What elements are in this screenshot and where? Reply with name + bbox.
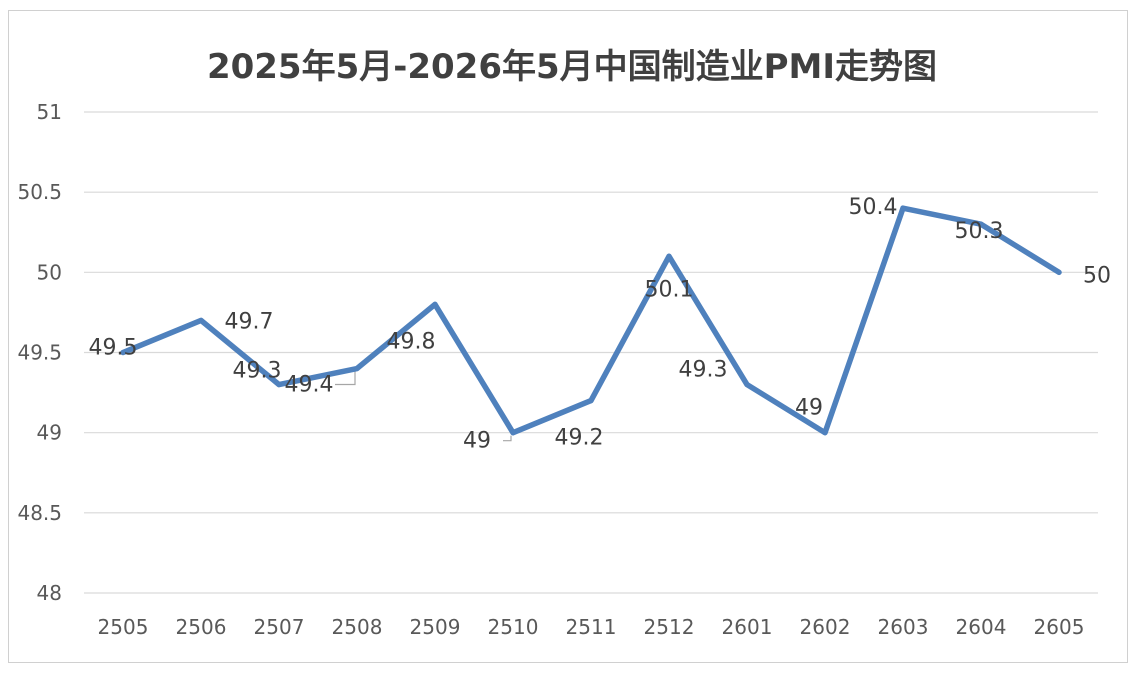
x-tick-label: 2509 bbox=[410, 615, 461, 639]
data-point-2508 bbox=[354, 365, 360, 372]
x-tick-label: 2510 bbox=[488, 615, 539, 639]
data-point-2511 bbox=[588, 398, 594, 404]
data-label-2603: 50.4 bbox=[849, 195, 898, 220]
x-tick-label: 2605 bbox=[1034, 615, 1085, 639]
data-label-2507: 49.3 bbox=[233, 359, 282, 384]
data-point-2505 bbox=[120, 349, 126, 356]
data-label-2512: 50.1 bbox=[645, 277, 694, 302]
chart-title: 2025年5月-2026年5月中国制造业PMI走势图 bbox=[207, 47, 937, 87]
y-tick-label: 48.5 bbox=[17, 501, 62, 525]
data-point-2507 bbox=[276, 381, 282, 388]
x-tick-label: 2603 bbox=[878, 615, 929, 639]
data-label-2508: 49.4 bbox=[285, 373, 334, 398]
data-point-2601 bbox=[744, 381, 750, 388]
data-point-2509 bbox=[432, 301, 438, 307]
data-point-2603 bbox=[900, 205, 906, 211]
x-tick-label: 2512 bbox=[644, 615, 695, 639]
leader-line-2508 bbox=[335, 371, 356, 386]
y-tick-label: 49 bbox=[37, 421, 62, 445]
data-labels: 49.549.749.349.449.849 49.250.149.34950.4… bbox=[89, 195, 1111, 453]
y-axis-ticks: 48 48.5 49 49.5 50 50.5 51 bbox=[17, 100, 62, 605]
data-point-2510 bbox=[510, 430, 516, 436]
data-label-2604: 50.3 bbox=[955, 219, 1004, 244]
x-tick-label: 2507 bbox=[254, 615, 305, 639]
y-tick-label: 50.5 bbox=[17, 180, 62, 204]
x-tick-label: 2505 bbox=[98, 615, 149, 639]
y-tick-label: 49.5 bbox=[17, 341, 62, 365]
x-tick-label: 2602 bbox=[800, 615, 851, 639]
chart-frame bbox=[8, 10, 1128, 663]
data-point-2512 bbox=[666, 253, 672, 259]
data-label-2506: 49.7 bbox=[225, 309, 274, 334]
data-label-2602: 49 bbox=[795, 396, 823, 421]
y-tick-label: 48 bbox=[37, 581, 62, 605]
x-tick-label: 2511 bbox=[566, 615, 617, 639]
gridlines bbox=[84, 111, 1098, 594]
data-label-2509: 49.8 bbox=[387, 329, 436, 354]
data-label-2601: 49.3 bbox=[679, 358, 728, 383]
data-point-2506 bbox=[198, 317, 204, 324]
data-point-2602 bbox=[822, 430, 828, 436]
leader-line-2510 bbox=[503, 435, 512, 442]
y-tick-label: 51 bbox=[37, 100, 62, 124]
data-label-2510: 49 bbox=[463, 429, 491, 454]
x-tick-label: 2506 bbox=[176, 615, 227, 639]
y-tick-label: 50 bbox=[37, 260, 62, 284]
data-label-2511: 49.2 bbox=[555, 426, 604, 451]
series-line-group bbox=[120, 205, 1062, 436]
label-leader-lines bbox=[335, 371, 512, 442]
data-point-2605 bbox=[1056, 269, 1062, 275]
x-tick-label: 2601 bbox=[722, 615, 773, 639]
x-axis-ticks: 2505 2506 2507 2508 2509 2510 2511 2512 2601 2602… bbox=[98, 615, 1085, 639]
data-label-2605: 50 bbox=[1083, 263, 1111, 288]
data-label-2505: 49.5 bbox=[89, 336, 138, 361]
x-tick-label: 2508 bbox=[332, 615, 383, 639]
x-tick-label: 2604 bbox=[956, 615, 1007, 639]
data-point-2604 bbox=[978, 221, 984, 227]
